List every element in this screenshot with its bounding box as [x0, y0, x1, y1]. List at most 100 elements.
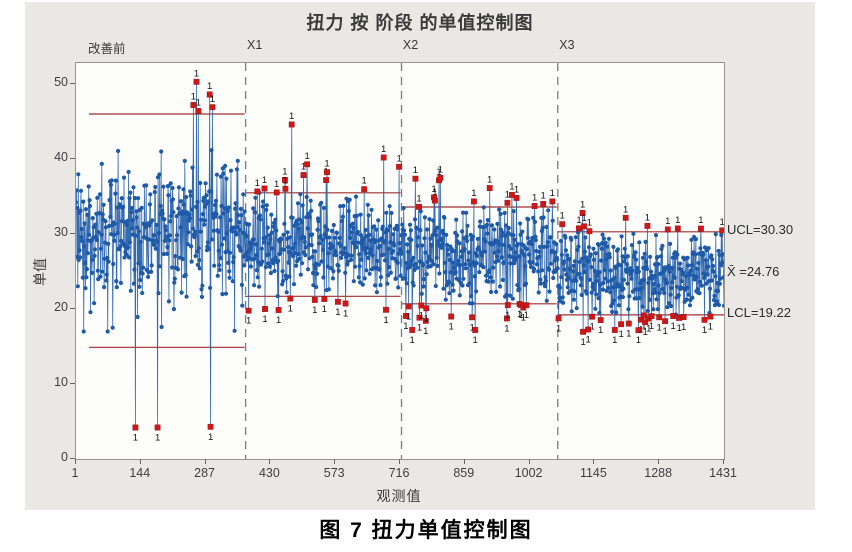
out-of-control-point [586, 228, 593, 235]
data-point [705, 272, 710, 277]
data-point [382, 258, 388, 263]
data-point [515, 241, 520, 247]
data-point [443, 297, 448, 302]
data-point [199, 294, 205, 299]
data-point [184, 195, 189, 200]
data-point [366, 213, 371, 218]
data-point [281, 278, 286, 284]
data-point [367, 232, 372, 237]
data-point [292, 251, 297, 256]
data-point [130, 226, 135, 231]
data-point [95, 195, 100, 200]
outlier-flag-label: 1 [304, 151, 309, 162]
y-tick-mark [70, 158, 75, 159]
data-point [635, 266, 640, 271]
data-point [119, 196, 124, 201]
data-point [477, 270, 482, 275]
data-point [365, 245, 370, 250]
data-point [653, 233, 659, 238]
data-point [474, 289, 479, 294]
out-of-control-point [579, 210, 586, 216]
outlier-flag-label: 1 [262, 314, 267, 325]
data-point [309, 243, 314, 248]
data-point [241, 192, 246, 197]
data-point [442, 215, 447, 220]
data-point [150, 218, 155, 223]
data-point [499, 233, 505, 239]
data-point [314, 284, 319, 290]
data-point [577, 259, 582, 265]
data-point [406, 249, 411, 254]
out-of-control-point [193, 78, 200, 85]
data-point [173, 254, 178, 259]
data-point [454, 217, 459, 222]
data-point [126, 255, 132, 260]
data-point [661, 268, 666, 273]
data-point [375, 258, 380, 264]
data-point [540, 268, 545, 273]
data-point [77, 248, 82, 253]
data-point [89, 270, 94, 275]
data-point [408, 228, 413, 233]
data-point [674, 284, 680, 289]
data-point [259, 246, 264, 251]
out-of-control-point [448, 313, 455, 320]
data-point [273, 255, 278, 260]
out-of-control-point [423, 305, 430, 312]
data-point [205, 240, 210, 245]
data-point [533, 238, 538, 243]
data-point [506, 230, 511, 235]
data-point [175, 267, 181, 272]
out-of-control-point [585, 326, 591, 333]
data-point [594, 278, 599, 283]
data-point [350, 221, 355, 226]
data-point [552, 250, 558, 255]
outlier-flag-label: 1 [698, 215, 703, 226]
data-point [642, 278, 647, 283]
data-point [664, 280, 670, 285]
data-point [611, 244, 616, 249]
out-of-control-point [287, 295, 294, 302]
data-point [386, 273, 391, 278]
data-point [497, 242, 502, 247]
data-point [202, 218, 207, 223]
data-point [630, 268, 635, 273]
data-point [648, 254, 653, 259]
data-point [178, 225, 183, 230]
data-point [648, 269, 654, 274]
data-point [612, 275, 617, 280]
out-of-control-point [509, 191, 515, 198]
data-point [685, 285, 690, 290]
data-point [225, 208, 230, 214]
data-point [548, 235, 553, 240]
data-point [113, 178, 118, 183]
data-point [453, 270, 458, 275]
data-point [445, 242, 450, 248]
data-point [395, 227, 400, 232]
data-point [245, 249, 250, 254]
data-point [227, 269, 232, 274]
out-of-control-point [422, 317, 429, 324]
out-of-control-point [396, 163, 402, 170]
data-point [626, 307, 631, 312]
data-point [155, 239, 160, 244]
data-point [677, 261, 683, 266]
data-point [187, 212, 192, 217]
data-point [400, 222, 405, 227]
data-point [367, 271, 372, 276]
data-point [280, 269, 285, 274]
data-point [172, 276, 177, 281]
data-point [261, 199, 266, 204]
outlier-flag-label: 1 [671, 321, 676, 332]
data-point [451, 265, 456, 270]
data-point [320, 237, 325, 242]
data-point [330, 244, 335, 249]
out-of-control-point [662, 318, 669, 325]
data-point [620, 294, 626, 300]
data-point [212, 263, 217, 268]
data-point [387, 204, 392, 209]
data-point [360, 282, 365, 287]
out-of-control-point [206, 91, 213, 98]
data-point [221, 171, 226, 176]
